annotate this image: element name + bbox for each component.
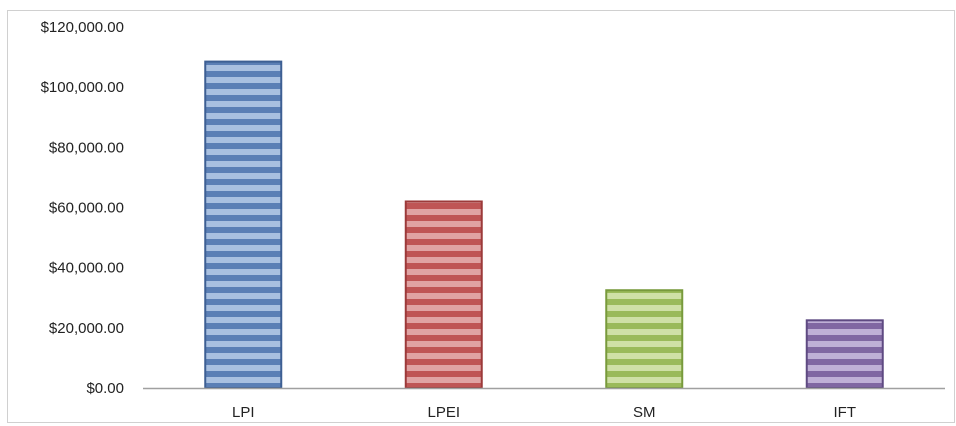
- bar-lpei: [404, 200, 483, 389]
- y-tick-label: $120,000.00: [41, 19, 124, 36]
- x-tick-label: SM: [633, 404, 656, 421]
- x-tick-label: LPI: [232, 404, 255, 421]
- y-axis: $0.00 $20,000.00 $40,000.00 $60,000.00 $80,0…: [41, 19, 124, 397]
- y-tick-label: $0.00: [86, 380, 124, 397]
- y-tick-label: $80,000.00: [49, 139, 124, 156]
- y-tick-label: $60,000.00: [49, 200, 124, 217]
- x-tick-label: LPEI: [427, 404, 460, 421]
- x-axis: LPI LPEI SM IFT: [143, 387, 945, 421]
- x-tick-label: IFT: [834, 404, 857, 421]
- bar-sm: [605, 289, 684, 389]
- y-tick-label: $40,000.00: [49, 260, 124, 277]
- bars-group: [204, 60, 884, 390]
- y-tick-label: $100,000.00: [41, 79, 124, 96]
- bar-lpi: [204, 60, 283, 390]
- bar-ift: [805, 319, 884, 389]
- y-tick-label: $20,000.00: [49, 320, 124, 337]
